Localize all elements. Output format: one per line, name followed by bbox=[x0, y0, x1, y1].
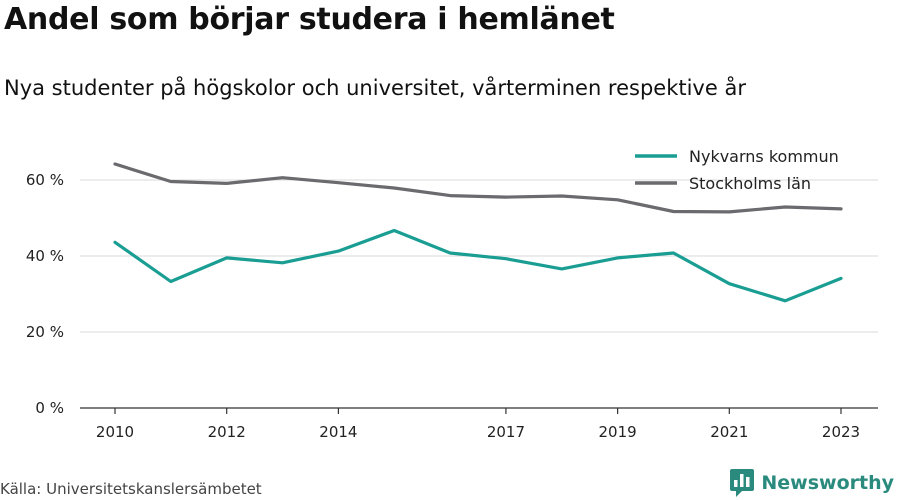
line-chart: 0 % 20 % 40 % 60 % 2010 2012 2014 2017 2019 2021… bbox=[26, 147, 878, 441]
legend-label: Nykvarns kommun bbox=[689, 147, 839, 166]
series-line-0 bbox=[113, 228, 843, 303]
series-lines bbox=[113, 162, 843, 303]
chart-subtitle: Nya studenter på högskolor och universit… bbox=[4, 76, 746, 100]
y-tick-label: 0 % bbox=[35, 399, 64, 417]
y-tick-label: 60 % bbox=[26, 171, 64, 189]
legend-label: Stockholms län bbox=[689, 174, 811, 193]
x-tick-label: 2023 bbox=[822, 423, 860, 441]
y-tick-label: 20 % bbox=[26, 323, 64, 341]
brand-name: Newsworthy bbox=[761, 472, 894, 494]
series-line-1 bbox=[113, 162, 843, 214]
x-axis-ticks: 2010 2012 2014 2017 2019 2021 2023 bbox=[96, 408, 860, 441]
x-tick-label: 2019 bbox=[599, 423, 637, 441]
y-axis-tick-labels: 0 % 20 % 40 % 60 % bbox=[26, 171, 64, 417]
x-tick-label: 2014 bbox=[319, 423, 357, 441]
brand-logo: Newsworthy bbox=[729, 468, 894, 498]
legend: Nykvarns kommun Stockholms län bbox=[635, 147, 839, 193]
x-tick-label: 2021 bbox=[710, 423, 748, 441]
x-tick-label: 2017 bbox=[487, 423, 525, 441]
y-tick-label: 40 % bbox=[26, 247, 64, 265]
x-tick-label: 2010 bbox=[96, 423, 134, 441]
chart-title: Andel som börjar studera i hemlänet bbox=[4, 2, 615, 37]
source-note: Källa: Universitetskanslersämbetet bbox=[0, 480, 262, 498]
x-tick-label: 2012 bbox=[208, 423, 246, 441]
bar-chart-logo-icon bbox=[730, 469, 755, 497]
